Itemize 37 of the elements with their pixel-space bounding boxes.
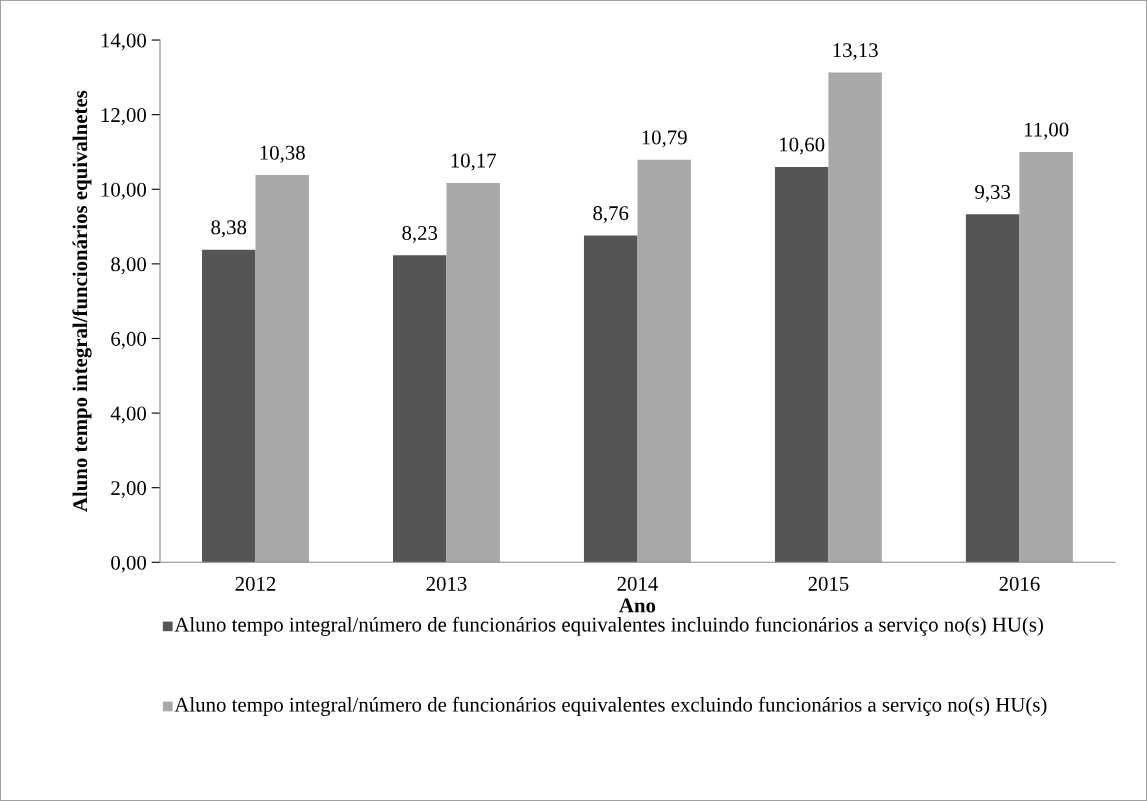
y-tick-label: 8,00 (111, 257, 147, 275)
x-tick-label: 2012 (235, 576, 276, 591)
data-label: 8,76 (593, 206, 629, 224)
data-label: 11,00 (1024, 122, 1069, 140)
data-label: 9,33 (975, 184, 1011, 202)
data-label: 13,13 (833, 43, 878, 61)
y-tick-label: 10,00 (101, 182, 147, 200)
x-tick-label: 2015 (808, 576, 849, 591)
y-tick-label: 12,00 (101, 108, 147, 126)
bar (637, 159, 691, 563)
data-label: 10,60 (780, 137, 825, 155)
bar (393, 255, 447, 563)
x-axis-title: Ano (619, 598, 656, 613)
bar (255, 175, 309, 563)
y-tick-label: 6,00 (111, 331, 147, 349)
x-tick-label: 2016 (999, 576, 1040, 591)
x-tick-label: 2013 (426, 576, 467, 591)
bar (965, 214, 1020, 563)
y-tick-label: 4,00 (110, 406, 147, 424)
data-label: 10,17 (451, 153, 497, 171)
x-tick-label: 2014 (617, 576, 658, 591)
bar (583, 235, 638, 563)
bar (774, 166, 829, 563)
bar (1019, 151, 1073, 563)
bar (446, 182, 500, 563)
bar (202, 249, 256, 563)
y-tick-label: 14,00 (101, 33, 147, 51)
data-label: 8,38 (211, 220, 247, 238)
data-label: 10,79 (642, 130, 687, 148)
legend-label: Aluno tempo integral/número de funcionários equivalentes excluindo funcionários a serviço no(s) HU(s) (174, 696, 1047, 717)
data-label: 8,23 (402, 225, 438, 243)
y-tick-label: 2,00 (111, 481, 147, 499)
bar (828, 72, 882, 563)
data-label: 10,38 (260, 145, 305, 163)
y-tick-label: 0,00 (111, 555, 147, 573)
legend-label: Aluno tempo integral/número de funcionários equivalentes incluindo funcionários a serviço no(s) HU(s) (174, 616, 1043, 636)
y-axis-title: Aluno tempo integral/funcionários equivalnetes (72, 90, 92, 512)
